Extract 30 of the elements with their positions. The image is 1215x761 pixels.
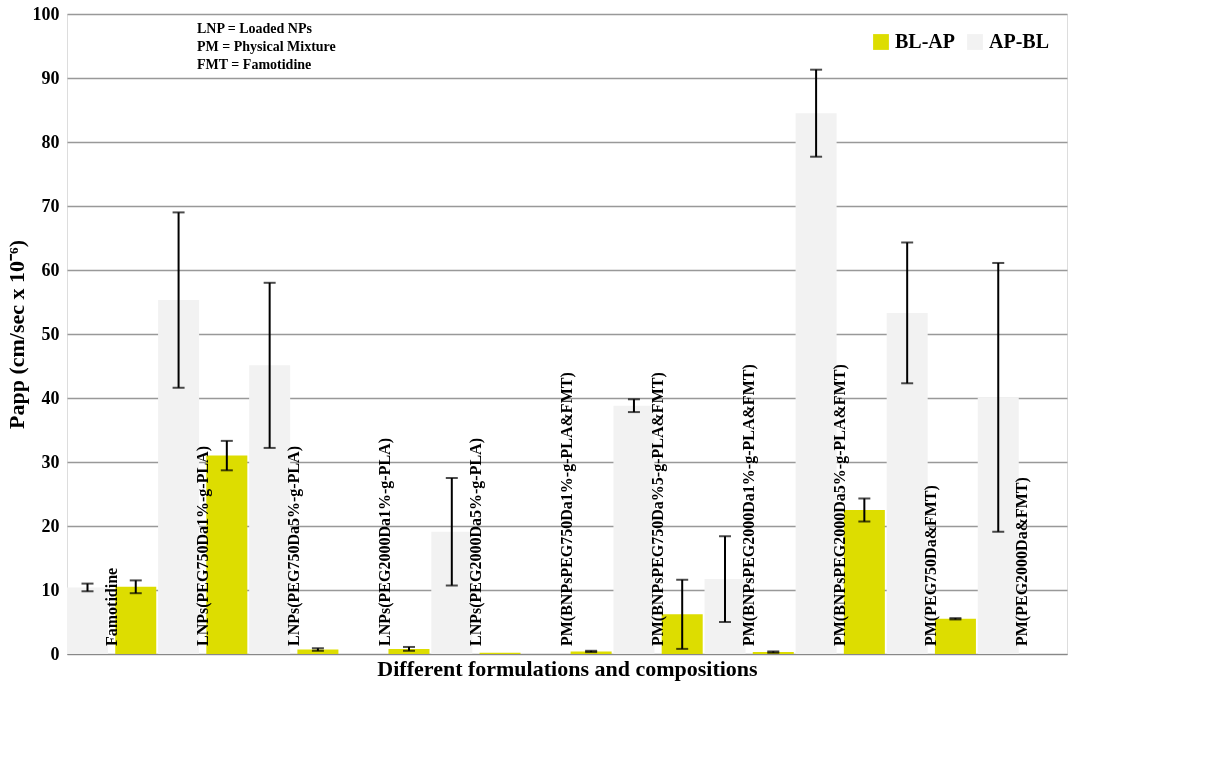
x-tick-label: PM(BNPsPEG750Da1%-g-PLA&FMT) [558, 372, 576, 646]
y-tick-label: 10 [41, 579, 60, 600]
bar [115, 586, 157, 654]
annotation: PM = Physical Mixture [197, 39, 336, 54]
x-tick-label: PM(PEG750Da&FMT) [922, 485, 941, 646]
annotation: LNP = Loaded NPs [197, 21, 313, 36]
y-tick-label: 60 [41, 259, 60, 280]
y-tick-label: 90 [41, 67, 60, 88]
x-tick-label: PM(PEG2000Da&FMT) [1013, 477, 1032, 646]
x-tick-label: LNPs(PEG750Da1%-g-PLA) [193, 446, 212, 646]
x-tick-label: LNPs(PEG2000Da5%-g-PLA) [466, 438, 485, 646]
annotation: FMT = Famotidine [197, 57, 312, 72]
y-tick-label: 50 [41, 323, 60, 344]
y-tick-label: 20 [41, 515, 60, 536]
x-tick-label: LNPs(PEG750Da5%-g-PLA) [284, 446, 303, 646]
y-tick-label: 70 [41, 195, 60, 216]
y-tick-label: 30 [41, 451, 60, 472]
y-tick-label: 80 [41, 131, 60, 152]
x-axis-title: Different formulations and compositions [377, 655, 759, 681]
y-axis-title: Papp (cm/sec x 10⁻⁶) [3, 240, 29, 429]
y-tick-label: 0 [50, 643, 60, 664]
x-tick-label: PM(BNPsPEG750Da%5-g-PLA&FMT) [649, 372, 668, 646]
x-tick-label: PM(BNPsPEG2000Da5%-g-PLA&FMT) [831, 364, 850, 646]
legend-label: AP-BL [989, 30, 1049, 52]
x-tick-label: LNPs(PEG2000Da1%-g-PLA) [375, 438, 394, 646]
x-tick-label: Famotidine [102, 567, 120, 646]
legend-label: BL-AP [895, 30, 955, 52]
y-tick-label: 100 [32, 3, 60, 24]
y-tick-label: 40 [41, 387, 60, 408]
x-tick-label: PM(BNPsPEG2000Da1%-g-PLA&FMT) [740, 364, 759, 646]
